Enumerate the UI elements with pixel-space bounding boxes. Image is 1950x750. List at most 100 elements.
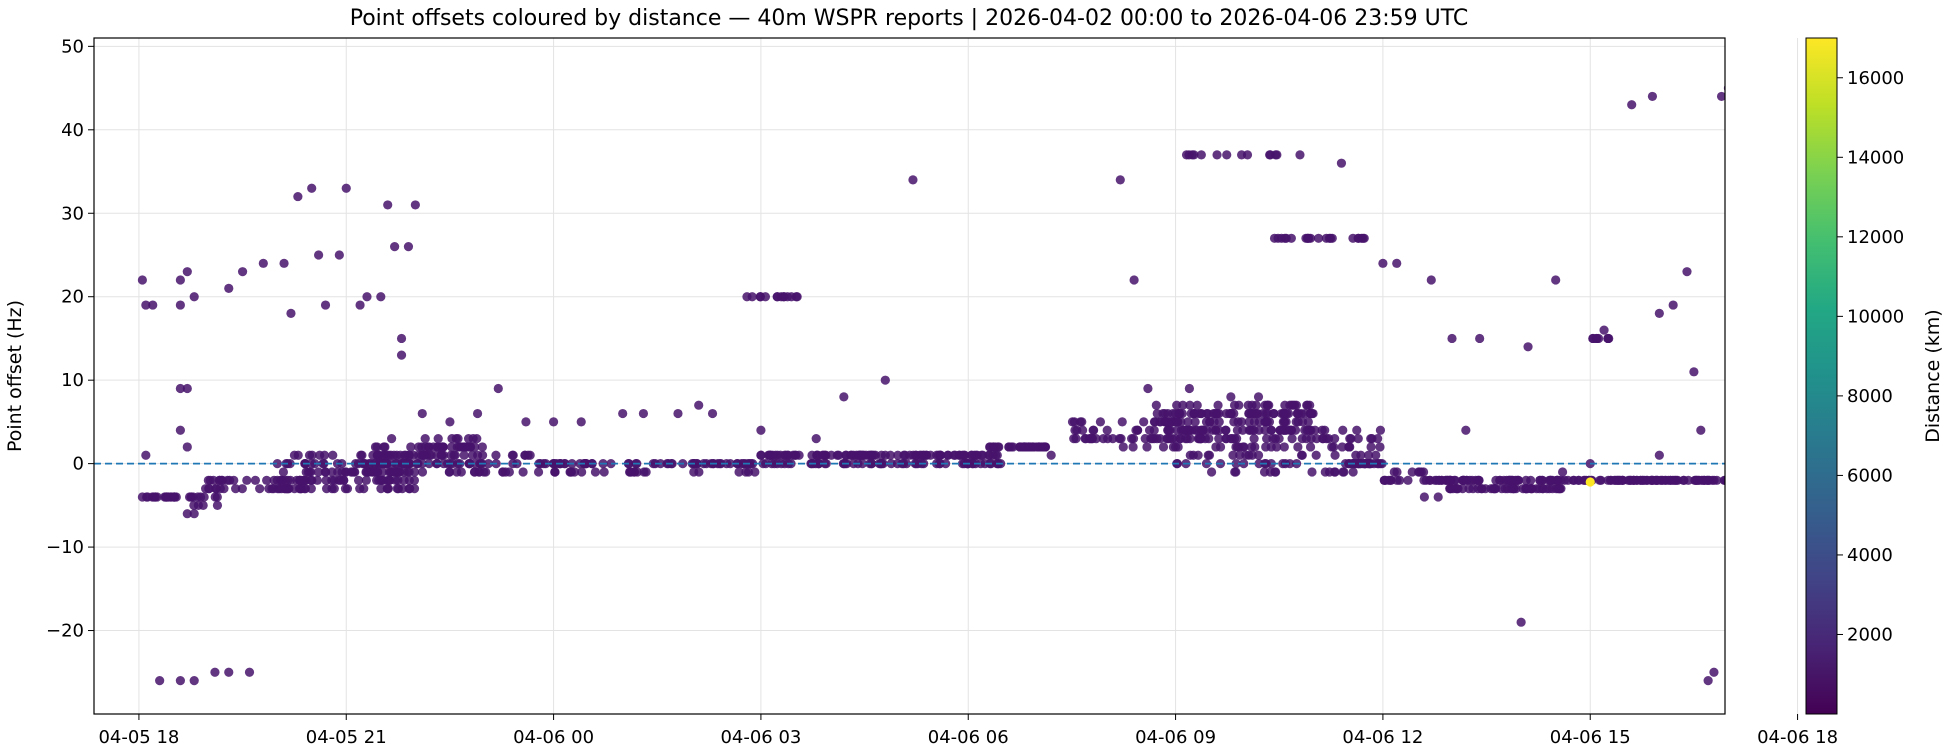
data-point: [417, 467, 428, 477]
data-point: [1464, 484, 1474, 494]
data-point: [1786, 467, 1795, 476]
data-point: [493, 383, 503, 394]
data-point: [1214, 417, 1224, 427]
data-point: [306, 459, 317, 469]
data-point: [626, 467, 636, 477]
data-point: [1897, 467, 1906, 476]
colorbar-tick-label: 2000: [1847, 624, 1893, 645]
data-point: [565, 467, 576, 477]
data-point: [1696, 425, 1706, 435]
data-point: [152, 492, 162, 502]
data-point: [1500, 484, 1510, 494]
data-point: [1276, 425, 1286, 435]
data-point: [313, 467, 324, 477]
colorbar-tick-label: 4000: [1847, 545, 1893, 566]
data-point: [1091, 433, 1101, 444]
data-point: [1746, 467, 1755, 476]
data-point: [372, 475, 382, 485]
data-point: [1763, 476, 1772, 485]
data-point: [1766, 467, 1775, 476]
data-point: [336, 475, 346, 485]
data-point: [1841, 442, 1850, 451]
data-point: [1906, 484, 1915, 493]
data-point: [1943, 467, 1950, 476]
data-point: [1115, 175, 1125, 185]
data-point: [1911, 467, 1920, 476]
data-point: [1426, 275, 1436, 285]
data-point: [1226, 408, 1236, 419]
data-point: [1241, 450, 1251, 460]
data-point: [1900, 484, 1909, 493]
data-point: [990, 442, 1000, 452]
data-point: [1433, 492, 1443, 502]
data-point: [1486, 484, 1496, 494]
data-point: [1679, 475, 1689, 485]
data-point: [1609, 475, 1620, 485]
data-point: [1133, 425, 1143, 435]
data-point: [189, 509, 199, 519]
data-point: [1904, 442, 1913, 451]
data-point: [1344, 442, 1354, 452]
data-point: [1559, 475, 1570, 485]
data-point: [334, 250, 344, 260]
data-point: [1936, 476, 1945, 485]
data-point: [1850, 676, 1859, 685]
data-point: [237, 484, 247, 494]
data-point: [1392, 475, 1402, 485]
data-point: [1269, 233, 1280, 243]
data-point: [231, 484, 241, 494]
data-point: [606, 459, 616, 469]
data-point: [533, 467, 544, 477]
data-point: [1897, 659, 1906, 668]
data-point: [1923, 676, 1932, 685]
data-point: [701, 459, 711, 469]
data-point: [376, 292, 386, 302]
data-point: [1921, 467, 1930, 476]
data-point: [1904, 659, 1913, 668]
data-point: [1253, 392, 1264, 402]
data-point: [1603, 333, 1613, 344]
data-point: [1196, 150, 1206, 160]
data-point: [137, 275, 147, 285]
data-point: [1901, 467, 1910, 476]
data-point: [410, 200, 420, 210]
data-point: [1345, 433, 1355, 444]
data-point: [1761, 476, 1770, 485]
data-point: [1163, 425, 1173, 435]
data-point: [1046, 450, 1056, 460]
data-point: [1747, 467, 1756, 476]
data-point: [1152, 408, 1162, 419]
data-point: [1229, 400, 1240, 410]
data-point: [760, 292, 771, 302]
data-point: [857, 459, 868, 469]
data-point: [1196, 408, 1206, 419]
data-point: [1185, 450, 1195, 460]
data-point: [1934, 476, 1943, 485]
data-point: [1618, 475, 1628, 485]
data-point: [1747, 476, 1756, 485]
data-point: [1931, 83, 1940, 92]
data-point: [1754, 476, 1763, 485]
x-axis: 04-05 18 04-05 21 04-06 00 04-06 03 04-06 06…: [98, 714, 1838, 748]
data-point: [1716, 91, 1725, 102]
data-point: [1758, 476, 1767, 485]
data-point: [576, 417, 586, 427]
data-point: [452, 467, 462, 477]
data-point: [1214, 425, 1224, 435]
data-point: [1352, 425, 1362, 435]
data-point: [1913, 668, 1922, 677]
data-point: [184, 492, 195, 502]
data-point: [818, 450, 829, 460]
data-point: [1247, 400, 1257, 410]
data-point: [1900, 484, 1909, 493]
data-point: [1917, 467, 1926, 476]
data-point: [1940, 484, 1949, 493]
data-point: [1778, 476, 1787, 485]
data-point: [1189, 408, 1199, 419]
data-point: [320, 300, 331, 310]
data-point: [1726, 476, 1735, 485]
data-point: [1203, 450, 1213, 460]
data-point: [1279, 417, 1290, 427]
data-point: [550, 467, 560, 477]
data-point: [1640, 475, 1650, 485]
